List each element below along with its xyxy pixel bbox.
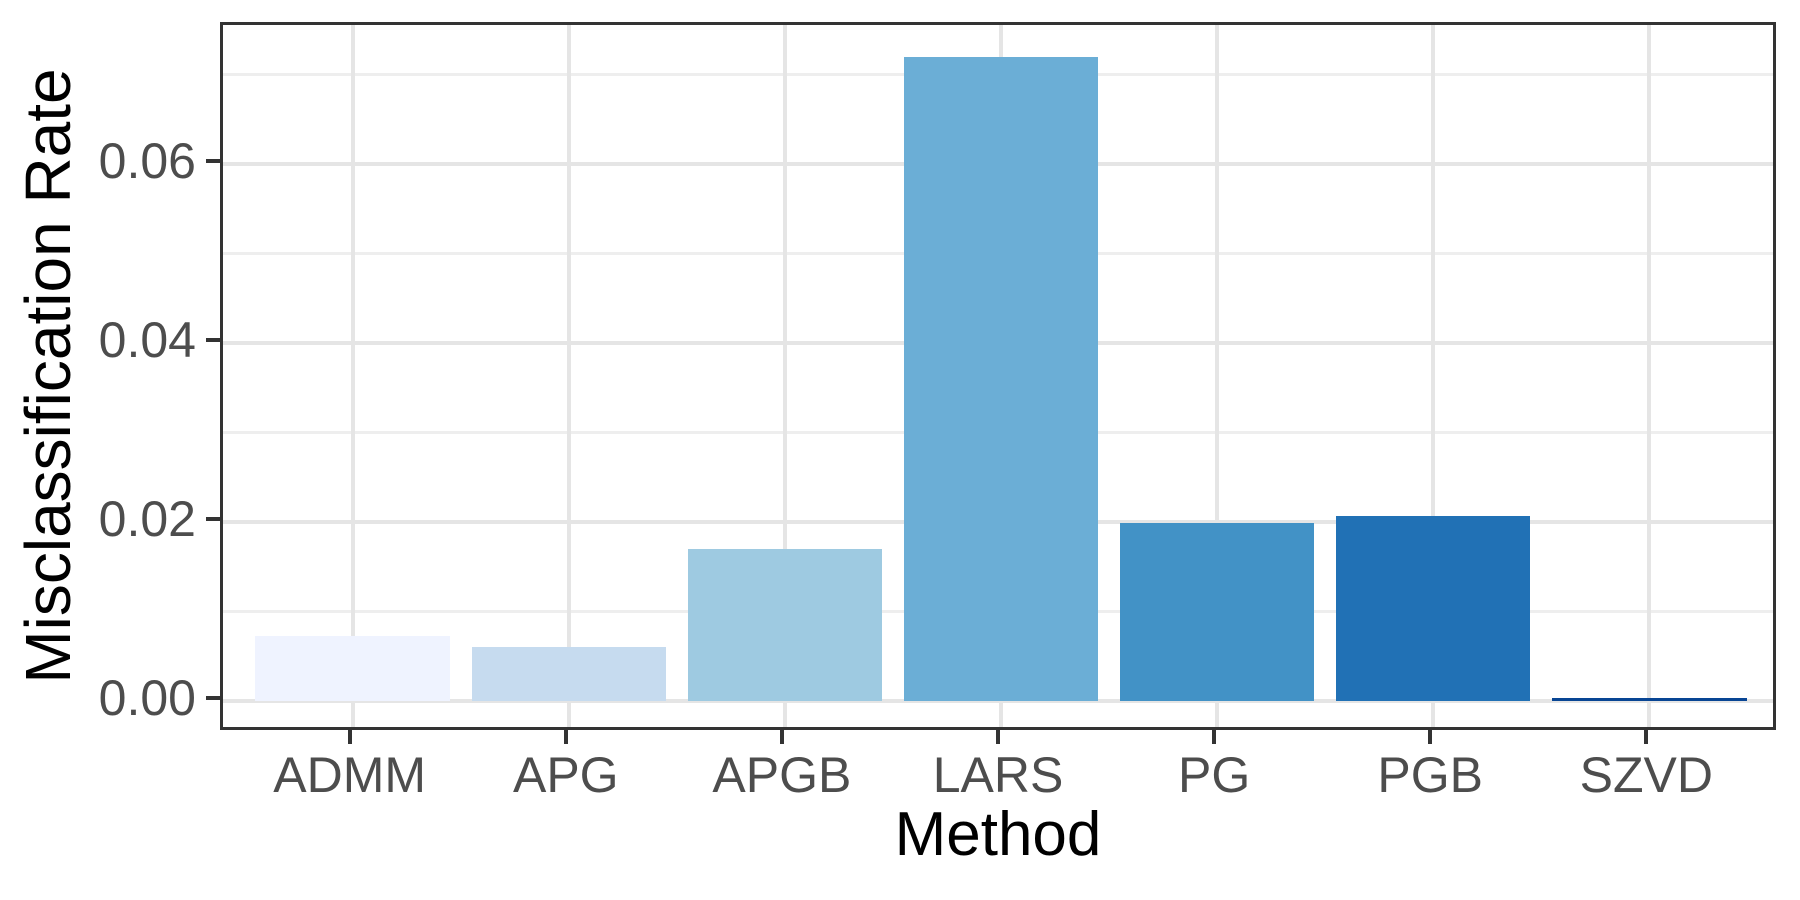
bar-admm	[255, 636, 450, 701]
y-tick-mark-0.04	[206, 337, 220, 342]
gridline-vertical-apgb	[782, 25, 787, 727]
gridline-vertical-admm	[350, 25, 355, 727]
bar-apg	[471, 647, 667, 701]
x-tick-mark-pgb	[1428, 730, 1433, 744]
x-tick-mark-apg	[563, 730, 568, 744]
y-tick-mark-0.00	[206, 695, 220, 700]
bar-apgb	[687, 548, 883, 701]
y-tick-label-0.00: 0.00	[98, 669, 196, 726]
bar-pgb	[1335, 516, 1531, 701]
gridline-vertical-apg	[566, 25, 571, 727]
gridline-major-0.00	[223, 698, 1773, 703]
y-tick-label-0.02: 0.02	[98, 490, 196, 547]
gridline-vertical-pg	[1215, 25, 1220, 727]
bar-pg	[1119, 522, 1315, 701]
x-tick-label-lars: LARS	[932, 747, 1064, 803]
y-tick-mark-0.06	[206, 158, 220, 163]
x-tick-label-szvd: SZVD	[1579, 747, 1714, 803]
y-tick-mark-0.02	[206, 516, 220, 521]
x-tick-label-apg: APG	[512, 747, 619, 803]
x-tick-label-admm: ADMM	[273, 747, 427, 803]
x-tick-mark-szvd	[1644, 730, 1649, 744]
y-tick-label-0.04: 0.04	[98, 311, 196, 368]
plot-panel	[220, 22, 1776, 730]
bar-szvd	[1552, 698, 1747, 701]
x-tick-label-pg: PG	[1177, 747, 1251, 803]
x-tick-mark-pg	[1212, 730, 1217, 744]
bar-lars	[903, 57, 1099, 701]
x-tick-mark-lars	[996, 730, 1000, 744]
gridline-vertical-pgb	[1431, 25, 1436, 727]
gridline-vertical-szvd	[1647, 25, 1652, 727]
x-tick-mark-apgb	[779, 730, 784, 744]
x-tick-mark-admm	[347, 730, 352, 744]
x-tick-label-apgb: APGB	[712, 747, 852, 803]
x-tick-label-pgb: PGB	[1377, 747, 1484, 803]
y-tick-label-0.06: 0.06	[98, 132, 196, 189]
x-axis-title: Method	[894, 800, 1102, 869]
